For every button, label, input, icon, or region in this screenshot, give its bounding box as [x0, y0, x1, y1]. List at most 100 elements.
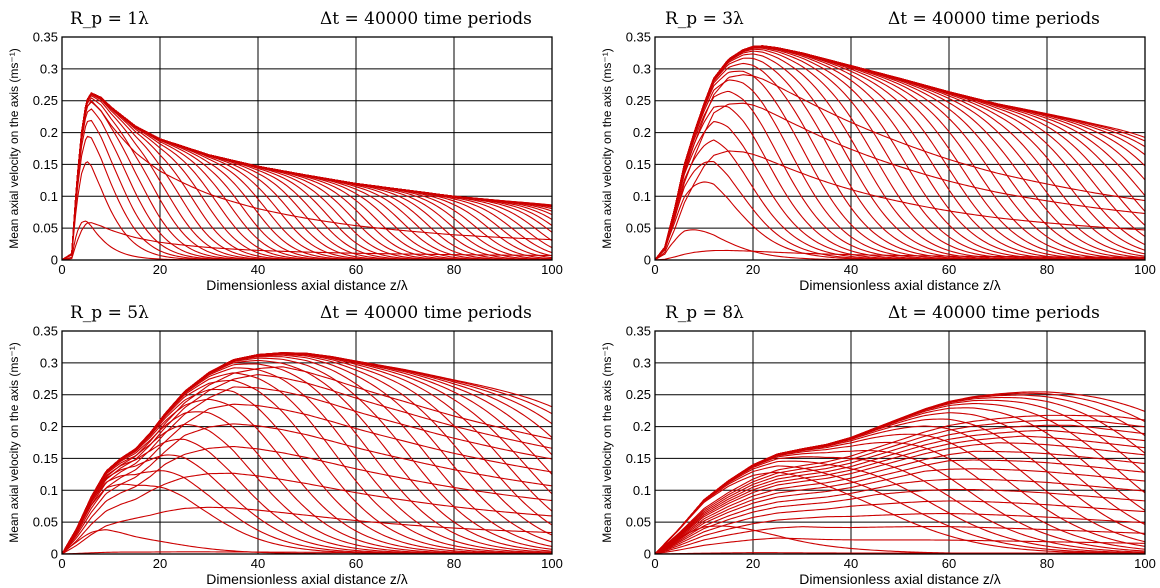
- series-line-early: [654, 537, 1146, 555]
- y-tick-label: 0.1: [40, 189, 58, 204]
- x-tick-label: 20: [153, 556, 167, 571]
- series-line: [654, 45, 1146, 261]
- series-line-early: [654, 429, 1146, 555]
- panel-title-duration: Δt = 40000 time periods: [320, 303, 532, 323]
- plot-frame: [61, 36, 553, 261]
- x-tick-label: 100: [1134, 556, 1156, 571]
- series-line-early: [61, 373, 553, 555]
- panel-title-duration: Δt = 40000 time periods: [320, 9, 532, 29]
- y-tick-label: 0.35: [33, 30, 58, 45]
- y-tick-label: 0.1: [40, 483, 58, 498]
- series-line: [61, 379, 553, 555]
- x-tick-label: 60: [349, 262, 363, 277]
- series-line-early: [654, 512, 1146, 555]
- chart-panel-4: 0 20 40 60 80 100 0 0.05 0.1 0.15 0.2 0.25 0.3 0.35 Di…: [600, 303, 1156, 587]
- y-axis-label: Mean axial velocity on the axis (ms⁻¹): [600, 48, 614, 248]
- plot-frame: [654, 330, 1146, 555]
- y-tick-label: 0.25: [626, 387, 651, 402]
- y-tick-label: 0: [644, 547, 651, 562]
- series-line-early: [654, 450, 1146, 555]
- series-line-early: [654, 435, 1146, 555]
- x-axis-label: Dimensionless axial distance z/λ: [206, 277, 408, 293]
- panel-title-radius: R_p = 5λ: [70, 303, 149, 323]
- x-tick-label: 20: [153, 262, 167, 277]
- x-tick-label: 80: [447, 262, 461, 277]
- y-tick-label: 0.15: [626, 157, 651, 172]
- x-tick-label: 100: [541, 262, 563, 277]
- chart-panel-1: 0 20 40 60 80 100 0 0.05 0.1 0.15 0.2 0.25 0.3 0.35 Di…: [7, 9, 563, 293]
- y-axis-label: Mean axial velocity on the axis (ms⁻¹): [7, 48, 21, 248]
- x-axis-label: Dimensionless axial distance z/λ: [799, 277, 1001, 293]
- y-tick-label: 0.15: [626, 451, 651, 466]
- series-line: [61, 352, 553, 555]
- series-line-early: [654, 442, 1146, 555]
- y-tick-label: 0.2: [633, 419, 651, 434]
- y-tick-label: 0.25: [626, 93, 651, 108]
- series-line-early: [654, 249, 1146, 261]
- series-line: [61, 92, 553, 261]
- series-line-early: [654, 552, 1145, 555]
- chart-panel-3: 0 20 40 60 80 100 0 0.05 0.1 0.15 0.2 0.25 0.3 0.35 Di…: [7, 303, 563, 587]
- series-line: [654, 471, 1146, 555]
- series-line-early: [61, 403, 553, 555]
- y-axis-label: Mean axial velocity on the axis (ms⁻¹): [600, 342, 614, 542]
- x-tick-label: 40: [844, 262, 858, 277]
- series-line-early: [61, 222, 553, 261]
- series-line-early: [61, 506, 553, 555]
- x-tick-label: 40: [251, 556, 265, 571]
- y-tick-label: 0.05: [626, 515, 651, 530]
- x-tick-label: 80: [1040, 556, 1054, 571]
- series-line-early: [61, 445, 553, 555]
- series-line-early: [654, 424, 1146, 555]
- series-line-early: [654, 525, 1146, 555]
- chart-panel-2: 0 20 40 60 80 100 0 0.05 0.1 0.15 0.2 0.25 0.3 0.35 Di…: [600, 9, 1156, 293]
- y-tick-label: 0.3: [40, 355, 58, 370]
- series-line-early: [61, 386, 553, 555]
- x-tick-label: 60: [942, 262, 956, 277]
- series-line: [61, 94, 552, 261]
- panel-title-duration: Δt = 40000 time periods: [888, 303, 1100, 323]
- panel-title-radius: R_p = 1λ: [70, 9, 149, 29]
- y-tick-label: 0.35: [626, 30, 651, 45]
- series-line: [654, 460, 1146, 555]
- series-line: [61, 388, 553, 555]
- y-tick-label: 0: [51, 547, 58, 562]
- series-line-early: [654, 488, 1146, 555]
- y-tick-label: 0.35: [626, 324, 651, 339]
- plot-frame: [654, 36, 1146, 261]
- series-line-early: [61, 551, 552, 555]
- x-tick-label: 0: [651, 556, 658, 571]
- x-tick-label: 60: [349, 556, 363, 571]
- y-tick-label: 0.05: [33, 515, 58, 530]
- series-line-early: [654, 468, 1146, 555]
- x-tick-label: 0: [651, 262, 658, 277]
- y-tick-label: 0.3: [633, 61, 651, 76]
- y-tick-label: 0.2: [633, 125, 651, 140]
- series-line-early: [654, 150, 1146, 261]
- y-tick-label: 0.3: [40, 61, 58, 76]
- x-tick-label: 40: [251, 262, 265, 277]
- y-tick-label: 0.25: [33, 387, 58, 402]
- y-tick-label: 0.3: [633, 355, 651, 370]
- y-tick-label: 0: [644, 253, 651, 268]
- y-tick-label: 0: [51, 253, 58, 268]
- panel-title-radius: R_p = 8λ: [665, 303, 744, 323]
- series-line: [654, 391, 1146, 555]
- series-line-early: [654, 102, 1146, 261]
- x-axis-label: Dimensionless axial distance z/λ: [799, 571, 1001, 587]
- x-tick-label: 80: [447, 556, 461, 571]
- y-tick-label: 0.35: [33, 324, 58, 339]
- x-tick-label: 100: [1134, 262, 1156, 277]
- series-line: [61, 92, 552, 261]
- y-axis-label: Mean axial velocity on the axis (ms⁻¹): [7, 342, 21, 542]
- series-line-early: [61, 99, 553, 261]
- plot-frame: [61, 330, 553, 555]
- panel-title-duration: Δt = 40000 time periods: [888, 9, 1100, 29]
- x-tick-label: 20: [746, 556, 760, 571]
- y-tick-label: 0.15: [33, 451, 58, 466]
- series-line-early: [61, 423, 553, 555]
- y-tick-label: 0.2: [40, 125, 58, 140]
- series-line-early: [61, 366, 553, 555]
- y-tick-label: 0.15: [33, 157, 58, 172]
- x-tick-label: 0: [58, 262, 65, 277]
